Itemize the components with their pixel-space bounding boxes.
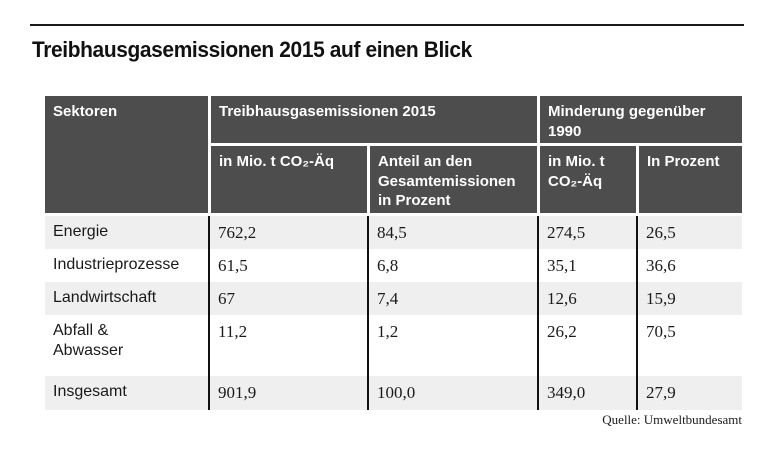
value-cell-reduction-percent: 15,9	[636, 282, 742, 316]
header-group-emissions-2015: Treibhausgasemissionen 2015	[208, 96, 537, 146]
header-sub-row: in Mio. t CO₂-Äq Anteil an den Gesamtemi…	[45, 146, 742, 216]
value-cell-emissions: 61,5	[208, 248, 367, 282]
header-group-row: Sektoren Treibhausgasemissionen 2015 Min…	[45, 96, 742, 216]
value-cell-share: 1,2	[367, 315, 537, 377]
source-caption: Quelle: Umweltbundesamt	[602, 412, 742, 427]
value-cell-reduction-percent: 70,5	[636, 315, 742, 377]
sector-cell: Abfall & Abwasser	[45, 315, 208, 377]
table-header: Sektoren Treibhausgasemissionen 2015 Min…	[45, 96, 742, 216]
value-cell-emissions: 762,2	[208, 215, 367, 249]
sector-cell: Landwirtschaft	[45, 282, 208, 316]
value-cell-share: 6,8	[367, 248, 537, 282]
header-sectors: Sektoren	[45, 96, 208, 216]
value-cell-emissions: 67	[208, 282, 367, 316]
header-group-reduction-1990: Minderung gegenüber 1990	[537, 96, 742, 146]
value-cell-reduction: 12,6	[537, 282, 636, 316]
value-cell-reduction: 274,5	[537, 215, 636, 249]
header-sub-reduction-percent: In Prozent	[636, 146, 742, 216]
table-body: Energie 762,2 84,5 274,5 26,5 Industriep…	[45, 215, 742, 410]
value-cell-share: 100,0	[367, 376, 537, 410]
value-cell-reduction-percent: 36,6	[636, 248, 742, 282]
sector-cell: Insgesamt	[45, 376, 208, 410]
value-cell-reduction-percent: 27,9	[636, 376, 742, 410]
value-cell-reduction: 349,0	[537, 376, 636, 410]
value-cell-reduction: 35,1	[537, 248, 636, 282]
table-row-energie: Energie 762,2 84,5 274,5 26,5	[45, 215, 742, 249]
sector-cell: Energie	[45, 215, 208, 249]
sector-cell: Industrieprozesse	[45, 248, 208, 282]
value-cell-share: 7,4	[367, 282, 537, 316]
value-cell-reduction: 26,2	[537, 315, 636, 377]
title-rule	[30, 24, 744, 26]
table-row-industrieprozesse: Industrieprozesse 61,5 6,8 35,1 36,6	[45, 248, 742, 282]
value-cell-reduction-percent: 26,5	[636, 215, 742, 249]
value-cell-share: 84,5	[367, 215, 537, 249]
header-sub-emissions-share: Anteil an den Gesamtemissionen in Prozen…	[367, 146, 537, 216]
page-title: Treibhausgasemissionen 2015 auf einen Bl…	[32, 37, 472, 62]
emissions-table: Sektoren Treibhausgasemissionen 2015 Min…	[45, 96, 742, 410]
table-row-abfall-abwasser: Abfall & Abwasser 11,2 1,2 26,2 70,5	[45, 315, 742, 377]
table-row-insgesamt: Insgesamt 901,9 100,0 349,0 27,9	[45, 376, 742, 410]
value-cell-emissions: 901,9	[208, 376, 367, 410]
table-row-landwirtschaft: Landwirtschaft 67 7,4 12,6 15,9	[45, 282, 742, 316]
header-sub-reduction-amount: in Mio. t CO₂-Äq	[537, 146, 636, 216]
header-sub-emissions-amount: in Mio. t CO₂-Äq	[208, 146, 367, 216]
value-cell-emissions: 11,2	[208, 315, 367, 377]
